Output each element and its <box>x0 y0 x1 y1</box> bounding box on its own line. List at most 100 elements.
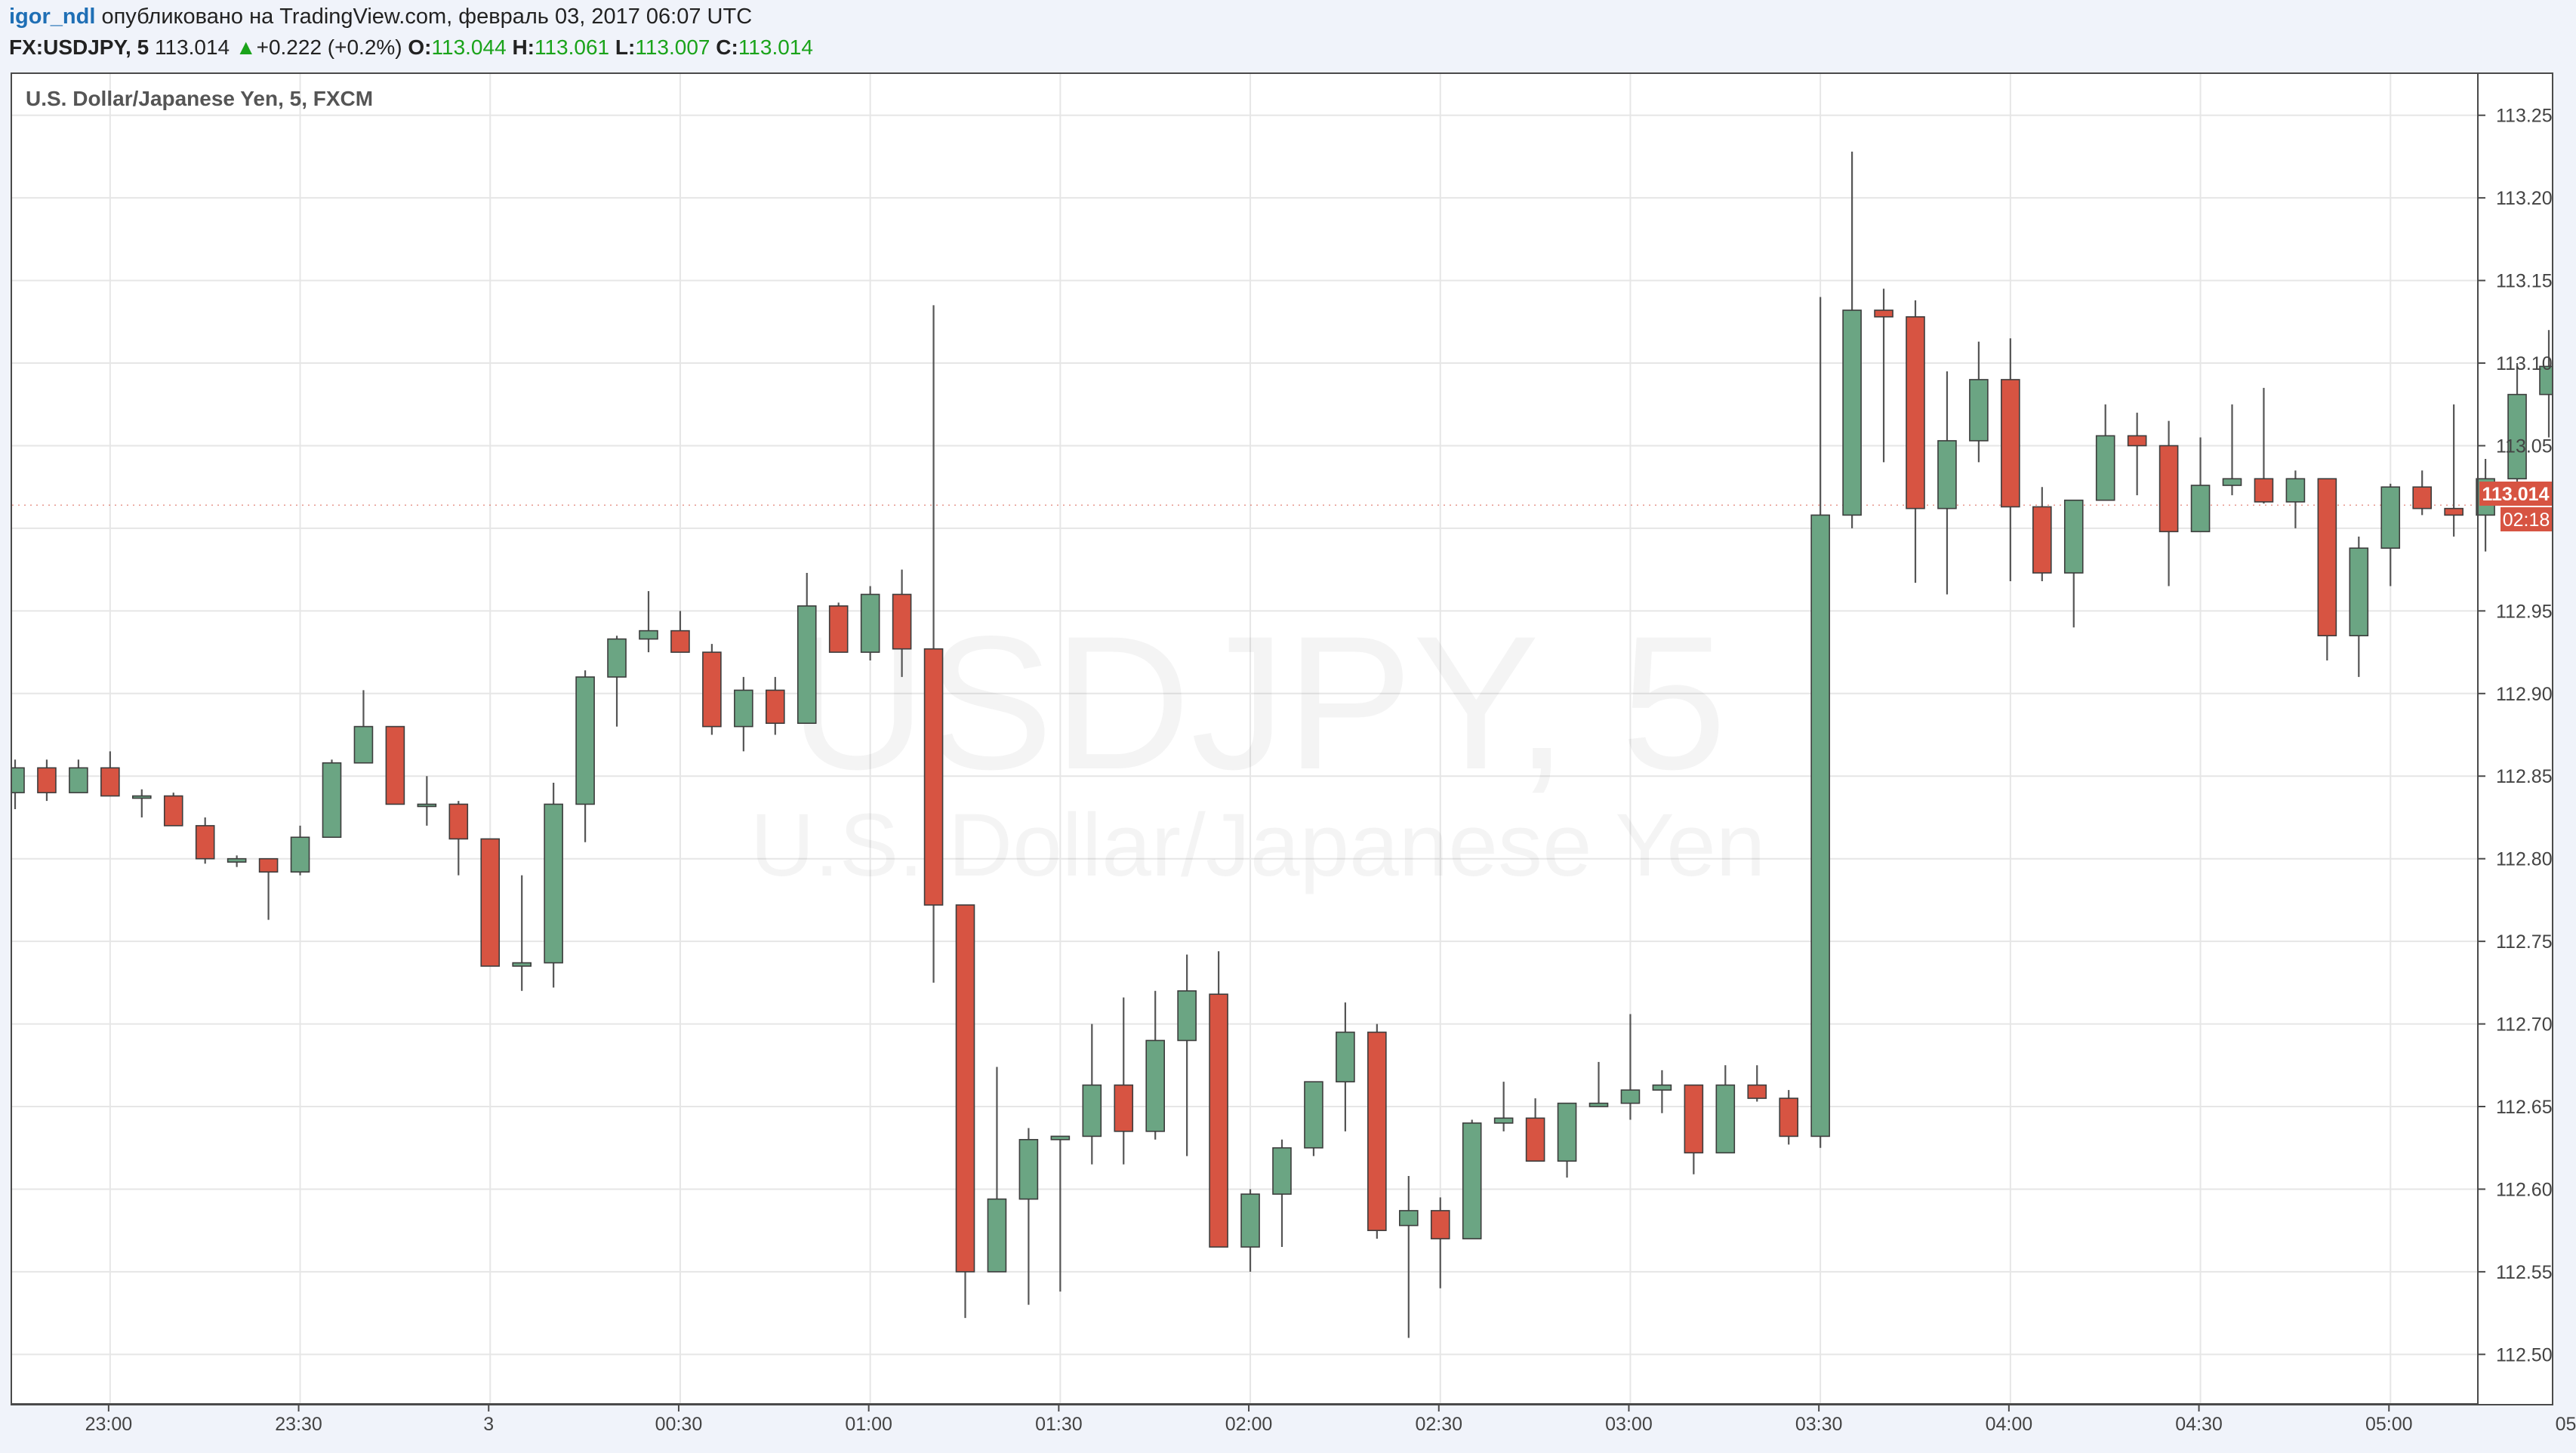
candle[interactable] <box>417 776 437 826</box>
candle[interactable] <box>2539 330 2559 438</box>
candle[interactable] <box>987 1067 1007 1273</box>
candle[interactable] <box>1937 371 1957 595</box>
author-link[interactable]: igor_ndl <box>9 5 96 29</box>
candle[interactable] <box>290 825 310 876</box>
candle[interactable] <box>1145 990 1165 1140</box>
time-axis-strip[interactable]: 23:00 23:30 3 00:30 01:00 01:30 02:00 02:30 03:0… <box>0 1405 2576 1449</box>
x-tick-label: 02:00 <box>1225 1414 1273 1435</box>
candle[interactable] <box>2158 420 2179 586</box>
candle[interactable] <box>258 857 279 920</box>
candle[interactable] <box>1240 1189 1260 1272</box>
candle-body <box>1906 316 1925 509</box>
candle-body <box>734 689 753 728</box>
candle[interactable] <box>2412 470 2432 516</box>
candle[interactable] <box>1082 1024 1102 1165</box>
candle[interactable] <box>1652 1070 1672 1113</box>
candle[interactable] <box>1715 1065 1736 1154</box>
candle[interactable] <box>2507 363 2527 482</box>
candle[interactable] <box>765 676 785 735</box>
candle[interactable] <box>37 759 57 802</box>
x-tick-label: 02:30 <box>1415 1414 1462 1435</box>
candle[interactable] <box>1018 1128 1039 1305</box>
chart-frame: USDJPY, 5 U.S. Dollar/Japanese Yen 113.2… <box>5 72 2576 1405</box>
candle[interactable] <box>5 759 25 810</box>
candle[interactable] <box>1842 151 1862 528</box>
candle[interactable] <box>828 602 849 653</box>
candle[interactable] <box>575 670 595 842</box>
y-tick-label: 113.100 <box>2496 353 2552 374</box>
candle[interactable] <box>1367 1024 1387 1239</box>
x-tick-label: 01:00 <box>845 1414 892 1435</box>
candle-body <box>2063 499 2084 574</box>
candle[interactable] <box>955 904 975 1319</box>
candle[interactable] <box>702 644 722 735</box>
candle[interactable] <box>1177 954 1197 1156</box>
candle[interactable] <box>2380 483 2401 586</box>
candle[interactable] <box>860 586 880 661</box>
candle[interactable] <box>448 801 469 876</box>
candle[interactable] <box>480 838 501 967</box>
candle[interactable] <box>132 789 152 817</box>
candle[interactable] <box>1874 288 1893 463</box>
candle[interactable] <box>512 875 532 991</box>
candle-body <box>1336 1031 1355 1082</box>
candle[interactable] <box>1747 1065 1767 1102</box>
candlestick-chart[interactable]: USDJPY, 5 U.S. Dollar/Japanese Yen 113.2… <box>5 74 2576 1405</box>
candle[interactable] <box>100 751 120 797</box>
candle[interactable] <box>2349 536 2369 677</box>
candle[interactable] <box>2317 478 2337 661</box>
candle[interactable] <box>385 725 405 805</box>
candle[interactable] <box>2222 404 2242 496</box>
candle[interactable] <box>1304 1081 1323 1156</box>
candle[interactable] <box>1557 1102 1577 1178</box>
candle[interactable] <box>1525 1098 1545 1162</box>
candle[interactable] <box>1906 300 1925 583</box>
candle[interactable] <box>544 783 563 988</box>
candle[interactable] <box>1969 341 1989 463</box>
candle[interactable] <box>69 759 88 793</box>
candle[interactable] <box>797 573 817 725</box>
candle[interactable] <box>353 690 374 764</box>
candle[interactable] <box>2001 338 2020 581</box>
candle[interactable] <box>1684 1084 1704 1174</box>
candle[interactable] <box>163 793 183 827</box>
candle[interactable] <box>2127 412 2147 496</box>
time-axis[interactable]: 23:00 23:30 3 00:30 01:00 01:30 02:00 02:30 03:0… <box>0 1405 2576 1449</box>
candle[interactable] <box>734 676 753 752</box>
candle[interactable] <box>639 591 658 653</box>
candle[interactable] <box>1430 1197 1450 1288</box>
candle[interactable] <box>1050 1135 1071 1292</box>
candle[interactable] <box>195 817 215 864</box>
candle-body <box>353 725 374 764</box>
candle[interactable] <box>1114 997 1134 1165</box>
candle[interactable] <box>1810 297 1830 1148</box>
candle[interactable] <box>2063 499 2084 628</box>
candle-body <box>2507 393 2527 480</box>
candle[interactable] <box>1462 1119 1482 1239</box>
candle[interactable] <box>923 305 944 983</box>
up-arrow-icon: ▲ <box>235 35 257 59</box>
candle-body <box>1209 993 1228 1248</box>
candle[interactable] <box>1209 951 1228 1248</box>
price-axis[interactable]: 113.250 113.200 113.150 113.100 113.050 112.9… <box>2478 106 2563 1366</box>
candle[interactable] <box>1399 1175 1419 1338</box>
candle[interactable] <box>1588 1061 1609 1107</box>
candle-body <box>892 593 912 650</box>
candle[interactable] <box>2190 437 2211 533</box>
candle[interactable] <box>1336 1002 1355 1131</box>
candle[interactable] <box>2285 470 2306 528</box>
candle[interactable] <box>1493 1082 1514 1131</box>
candle-body <box>1652 1084 1672 1091</box>
candle[interactable] <box>2032 487 2052 581</box>
candle[interactable] <box>2254 387 2274 504</box>
candle[interactable] <box>1272 1139 1292 1248</box>
candle[interactable] <box>2095 404 2115 501</box>
candle[interactable] <box>322 759 342 839</box>
candle[interactable] <box>670 611 690 653</box>
candle[interactable] <box>892 569 912 677</box>
candle[interactable] <box>1779 1090 1798 1145</box>
candle[interactable] <box>2444 404 2464 537</box>
candle[interactable] <box>607 636 627 727</box>
candle[interactable] <box>226 855 247 867</box>
candle[interactable] <box>1620 1014 1641 1120</box>
